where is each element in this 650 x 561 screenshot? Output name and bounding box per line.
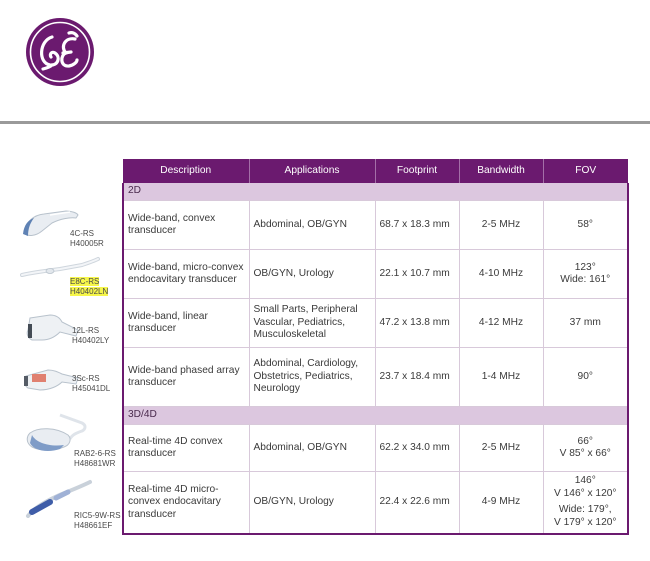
linear-probe-icon — [26, 314, 79, 341]
column-header-bandwidth: Bandwidth — [459, 159, 544, 183]
probe-part: H45041DL — [72, 384, 111, 393]
transducer-spec-table: Description Applications Footprint Bandw… — [122, 159, 629, 535]
fov-value: Wide: 161° — [560, 274, 611, 285]
probe-ric5-9w-rs: RIC5-9W-RS H48661EF — [20, 478, 121, 538]
fov-value: 66° — [577, 435, 593, 447]
probe-4c-rs: 4C-RS H40005R — [20, 205, 120, 250]
volume-convex-probe-icon — [26, 413, 87, 451]
footprint-cell: 22.1 x 10.7 mm — [374, 249, 460, 299]
probe-part: H40402LY — [72, 336, 110, 345]
probe-rab2-6-rs: RAB2-6-RS H48681WR — [20, 413, 120, 473]
fov-value: 37 mm — [569, 316, 601, 328]
fov-value: V 179° x 120° — [553, 516, 617, 528]
fov-cell: 58° — [542, 200, 629, 250]
bandwidth-cell: 2-5 MHz — [458, 424, 544, 472]
column-header-footprint: Footprint — [375, 159, 460, 183]
probe-12l-rs: 12L-RS H40402LY — [20, 310, 120, 355]
section-row-2d: 2D — [122, 183, 629, 201]
column-header-applications: Applications — [249, 159, 376, 183]
ge-logo — [25, 17, 95, 87]
probe-model: RIC5-9W-RS — [74, 511, 121, 520]
applications-cell: Small Parts, Peripheral Vascular, Pediat… — [248, 298, 376, 348]
section-title: 3D/4D — [122, 406, 629, 425]
table-row: Wide-band phased array transducer Abdomi… — [122, 347, 629, 407]
bandwidth-cell: 1-4 MHz — [458, 347, 544, 407]
section-row-3d4d: 3D/4D — [122, 406, 629, 425]
fov-cell: 66° V 85° x 66° — [542, 424, 629, 472]
endocavity-probe-icon — [20, 257, 100, 277]
footprint-cell: 47.2 x 13.8 mm — [374, 298, 460, 348]
fov-value: 58° — [577, 218, 593, 230]
fov-cell: 123° Wide: 161° — [542, 249, 629, 299]
footprint-cell: 22.4 x 22.6 mm — [374, 471, 460, 535]
description-cell: Wide-band, linear transducer — [122, 298, 250, 348]
description-cell: Wide-band, micro-convex endocavitary tra… — [122, 249, 250, 299]
applications-cell: Abdominal, Cardiology, Obstetrics, Pedia… — [248, 347, 376, 407]
description-cell: Real-time 4D convex transducer — [122, 424, 250, 472]
probe-part: H48661EF — [74, 521, 113, 530]
fov-value: 146° — [574, 475, 596, 487]
applications-cell: OB/GYN, Urology — [248, 249, 376, 299]
table-row: Wide-band, linear transducer Small Parts… — [122, 298, 629, 348]
footprint-cell: 23.7 x 18.4 mm — [374, 347, 460, 407]
table-header-row: Description Applications Footprint Bandw… — [123, 159, 628, 183]
probe-part: H40402LN — [70, 287, 109, 296]
footprint-cell: 62.2 x 34.0 mm — [374, 424, 460, 472]
fov-value: 90° — [577, 370, 593, 382]
fov-cell: 90° — [542, 347, 629, 407]
probe-model: 4C-RS — [70, 229, 95, 238]
description-cell: Real-time 4D micro-convex endocavitary t… — [122, 471, 250, 535]
fov-value: V 85° x 66° — [559, 448, 611, 459]
convex-probe-icon — [23, 210, 79, 236]
applications-cell: OB/GYN, Urology — [248, 471, 376, 535]
probe-model: 3Sc-RS — [72, 374, 100, 383]
probe-model: E8C-RS — [70, 277, 100, 286]
fov-value: 123° — [574, 261, 596, 273]
bandwidth-cell: 4-12 MHz — [458, 298, 544, 348]
bandwidth-cell: 2-5 MHz — [458, 200, 544, 250]
probe-3sc-rs: 3Sc-RS H45041DL — [20, 362, 120, 407]
probe-part: H40005R — [70, 239, 104, 248]
fov-cell: 37 mm — [542, 298, 629, 348]
column-header-fov: FOV — [543, 159, 628, 183]
fov-value: V 146° x 120° — [553, 487, 617, 499]
bandwidth-cell: 4-9 MHz — [458, 471, 544, 535]
footprint-cell: 68.7 x 18.3 mm — [374, 200, 460, 250]
applications-cell: Abdominal, OB/GYN — [248, 424, 376, 472]
header-divider — [0, 121, 650, 124]
column-header-description: Description — [123, 159, 250, 183]
table-row: Wide-band, micro-convex endocavitary tra… — [122, 249, 629, 299]
applications-cell: Abdominal, OB/GYN — [248, 200, 376, 250]
volume-endocavity-probe-icon — [26, 480, 92, 518]
table-row: Real-time 4D convex transducer Abdominal… — [122, 424, 629, 472]
probe-model: 12L-RS — [72, 326, 100, 335]
fov-cell: 146° V 146° x 120° Wide: 179°, V 179° x … — [542, 471, 629, 535]
section-title: 2D — [122, 183, 629, 201]
phased-array-probe-icon — [24, 369, 79, 391]
table-row: Wide-band, convex transducer Abdominal, … — [122, 200, 629, 250]
fov-value: Wide: 179°, — [558, 504, 612, 516]
description-cell: Wide-band phased array transducer — [122, 347, 250, 407]
bandwidth-cell: 4-10 MHz — [458, 249, 544, 299]
probe-model: RAB2-6-RS — [74, 449, 116, 458]
probe-e8c-rs: E8C-RS H40402LN — [20, 255, 120, 300]
probe-part: H48681WR — [74, 459, 116, 468]
table-row: Real-time 4D micro-convex endocavitary t… — [122, 471, 629, 535]
description-cell: Wide-band, convex transducer — [122, 200, 250, 250]
